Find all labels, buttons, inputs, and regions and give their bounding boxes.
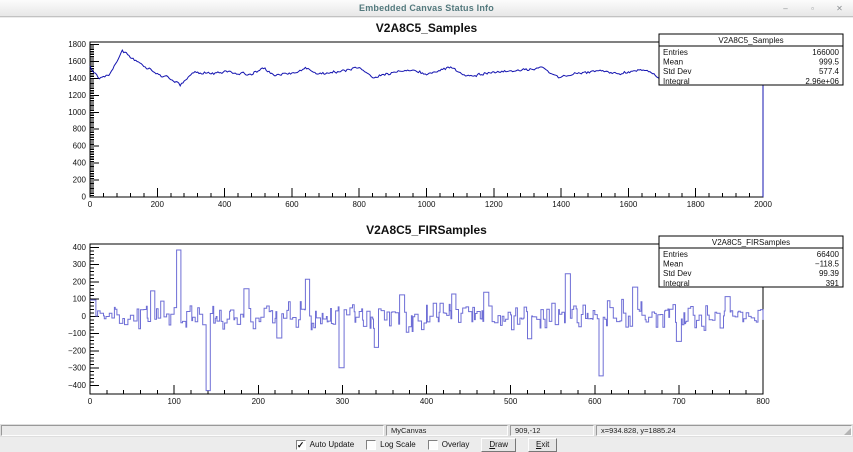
svg-text:500: 500 [504, 397, 518, 406]
svg-text:1800: 1800 [687, 200, 705, 209]
svg-text:Integral: Integral [663, 279, 690, 288]
axis-ticks [89, 44, 764, 198]
status-field-canvas-name: MyCanvas [386, 425, 508, 436]
svg-text:0: 0 [82, 193, 87, 202]
svg-text:0: 0 [88, 397, 93, 406]
svg-text:300: 300 [336, 397, 350, 406]
svg-text:Entries: Entries [663, 250, 688, 259]
svg-text:100: 100 [73, 295, 87, 304]
window-buttons: – ▫ ✕ [780, 0, 845, 16]
coordinates-text: x=934.828, y=1885.24 [601, 426, 676, 435]
overlay-label: Overlay [441, 440, 470, 449]
log-scale-label: Log Scale [380, 440, 416, 449]
stats-box[interactable]: V2A8C5_Samples Entries 166000 Mean 999.5 Std … [658, 33, 844, 86]
svg-text:1600: 1600 [68, 57, 86, 66]
plot-frame [89, 41, 764, 198]
auto-update-label: Auto Update [309, 440, 355, 449]
status-field-cursor-position: 909,-12 [510, 425, 594, 436]
series-line [90, 249, 764, 392]
close-icon[interactable]: ✕ [836, 3, 843, 13]
svg-text:Mean: Mean [663, 58, 683, 67]
control-bar: ✓ Auto Update Log Scale Overlay Draw Exi… [0, 437, 853, 452]
svg-text:999.5: 999.5 [819, 58, 840, 67]
draw-button[interactable]: Draw [481, 437, 516, 452]
svg-text:V2A8C5_Samples: V2A8C5_Samples [718, 36, 783, 45]
auto-update-checkbox[interactable]: ✓ Auto Update [295, 439, 355, 450]
window-title: Embedded Canvas Status Info [359, 3, 494, 13]
svg-text:−100: −100 [68, 329, 87, 338]
svg-text:1400: 1400 [552, 200, 570, 209]
resize-grip-icon[interactable] [844, 428, 851, 435]
stats-box[interactable]: V2A8C5_FIRSamples Entries 66400 Mean −118.5 S… [658, 235, 844, 288]
svg-text:1600: 1600 [620, 200, 638, 209]
svg-text:V2A8C5_FIRSamples: V2A8C5_FIRSamples [712, 238, 790, 247]
svg-text:−118.5: −118.5 [815, 260, 840, 269]
svg-text:Entries: Entries [663, 48, 688, 57]
svg-text:−300: −300 [68, 364, 87, 373]
svg-text:200: 200 [73, 176, 87, 185]
svg-text:600: 600 [73, 142, 87, 151]
svg-text:100: 100 [167, 397, 181, 406]
series-line [89, 49, 764, 197]
minimize-icon[interactable]: – [783, 3, 788, 13]
svg-text:577.4: 577.4 [819, 67, 840, 76]
svg-text:400: 400 [73, 243, 87, 252]
svg-text:200: 200 [73, 277, 87, 286]
svg-text:1000: 1000 [418, 200, 436, 209]
status-field-coordinates: x=934.828, y=1885.24 [596, 425, 852, 436]
overlay-checkbox-box[interactable] [427, 439, 438, 450]
auto-update-checkbox-box[interactable]: ✓ [295, 439, 306, 450]
svg-text:66400: 66400 [817, 250, 840, 259]
svg-text:800: 800 [756, 397, 770, 406]
svg-text:1200: 1200 [68, 91, 86, 100]
svg-text:Mean: Mean [663, 260, 683, 269]
svg-text:1000: 1000 [68, 108, 86, 117]
log-scale-checkbox[interactable]: Log Scale [366, 439, 416, 450]
pad-V2A8C5_Samples[interactable]: V2A8C5_Samples 0 200 400 600 800 1000 1200 1400 1… [68, 21, 844, 209]
svg-text:2.96e+06: 2.96e+06 [805, 77, 839, 86]
svg-text:800: 800 [73, 125, 87, 134]
root-canvas[interactable]: V2A8C5_Samples 0 200 400 600 800 1000 1200 1400 1… [0, 18, 853, 424]
svg-text:166000: 166000 [812, 48, 839, 57]
svg-text:600: 600 [285, 200, 299, 209]
plot-title: V2A8C5_FIRSamples [366, 223, 487, 237]
axis-ticks [89, 246, 764, 394]
titlebar[interactable]: Embedded Canvas Status Info – ▫ ✕ [0, 0, 853, 17]
status-bar: MyCanvas 909,-12 x=934.828, y=1885.24 [0, 424, 853, 437]
maximize-icon[interactable]: ▫ [811, 3, 814, 13]
svg-text:800: 800 [353, 200, 367, 209]
svg-text:−400: −400 [68, 381, 87, 390]
svg-text:300: 300 [73, 260, 87, 269]
svg-text:200: 200 [252, 397, 266, 406]
svg-text:99.39: 99.39 [819, 269, 840, 278]
svg-text:1400: 1400 [68, 74, 86, 83]
svg-text:Integral: Integral [663, 77, 690, 86]
svg-text:200: 200 [151, 200, 165, 209]
svg-text:700: 700 [672, 397, 686, 406]
svg-text:0: 0 [82, 312, 87, 321]
exit-button[interactable]: Exit [527, 437, 558, 452]
svg-text:−200: −200 [68, 346, 87, 355]
svg-text:Std Dev: Std Dev [663, 67, 691, 76]
pad-V2A8C5_FIRSamples[interactable]: V2A8C5_FIRSamples 0 100 200 300 400 500 600 700 8… [68, 223, 844, 406]
axis-labels: 0 200 400 600 800 1000 1200 1400 1600 1800 2000 0 20… [68, 40, 772, 209]
svg-text:391: 391 [826, 279, 840, 288]
svg-text:1200: 1200 [485, 200, 503, 209]
axis-labels: 0 100 200 300 400 500 600 700 800 −400 −300 −200 −10… [68, 243, 770, 406]
log-scale-checkbox-box[interactable] [366, 439, 377, 450]
svg-text:0: 0 [88, 200, 93, 209]
status-field-empty [1, 425, 384, 436]
svg-text:2000: 2000 [754, 200, 772, 209]
svg-text:400: 400 [73, 159, 87, 168]
overlay-checkbox[interactable]: Overlay [427, 439, 470, 450]
svg-text:1800: 1800 [68, 40, 86, 49]
svg-text:600: 600 [588, 397, 602, 406]
plot-title: V2A8C5_Samples [376, 21, 478, 35]
svg-text:400: 400 [218, 200, 232, 209]
svg-text:Std Dev: Std Dev [663, 269, 691, 278]
svg-text:400: 400 [420, 397, 434, 406]
